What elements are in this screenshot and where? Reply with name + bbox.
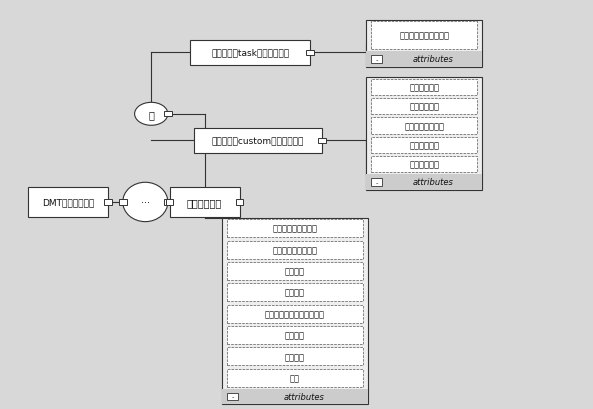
FancyBboxPatch shape (227, 326, 363, 344)
Text: -: - (375, 57, 378, 63)
FancyBboxPatch shape (164, 112, 172, 117)
Text: 内容文件顺序: 内容文件顺序 (409, 160, 439, 169)
FancyBboxPatch shape (366, 20, 482, 67)
Text: 内容文件相对路径: 内容文件相对路径 (404, 122, 444, 130)
FancyBboxPatch shape (227, 348, 363, 366)
FancyBboxPatch shape (318, 138, 326, 144)
FancyBboxPatch shape (371, 179, 382, 186)
FancyBboxPatch shape (366, 52, 482, 67)
Ellipse shape (123, 183, 168, 222)
Text: 右窗体布局相对路径: 右窗体布局相对路径 (273, 224, 317, 233)
FancyBboxPatch shape (227, 369, 363, 387)
FancyBboxPatch shape (227, 241, 363, 259)
Text: 左窗体布局相对路径: 左窗体布局相对路径 (273, 245, 317, 254)
FancyBboxPatch shape (164, 200, 172, 205)
FancyBboxPatch shape (227, 220, 363, 238)
Text: 内容类型为task时的内容信息: 内容类型为task时的内容信息 (211, 49, 289, 58)
FancyBboxPatch shape (170, 188, 240, 217)
FancyBboxPatch shape (371, 99, 477, 115)
Text: -: - (375, 180, 378, 185)
Text: 内容类型: 内容类型 (285, 267, 305, 276)
FancyBboxPatch shape (222, 218, 368, 404)
FancyBboxPatch shape (195, 128, 321, 154)
FancyBboxPatch shape (306, 50, 314, 56)
Text: 内容显示面板布局相对路径: 内容显示面板布局相对路径 (265, 310, 325, 319)
Text: attributes: attributes (283, 392, 324, 401)
FancyBboxPatch shape (366, 175, 482, 190)
FancyBboxPatch shape (165, 200, 173, 205)
FancyBboxPatch shape (227, 283, 363, 302)
FancyBboxPatch shape (104, 200, 112, 205)
Text: 内容文件类型: 内容文件类型 (409, 102, 439, 111)
FancyBboxPatch shape (235, 200, 243, 205)
FancyBboxPatch shape (227, 393, 238, 400)
FancyBboxPatch shape (190, 40, 310, 66)
Text: -: - (231, 393, 234, 399)
FancyBboxPatch shape (227, 305, 363, 323)
FancyBboxPatch shape (371, 22, 477, 50)
FancyBboxPatch shape (28, 188, 108, 217)
Text: 内容文件名称: 内容文件名称 (409, 141, 439, 150)
FancyBboxPatch shape (227, 262, 363, 280)
FancyBboxPatch shape (371, 56, 382, 63)
Text: 类型: 类型 (290, 373, 300, 382)
Text: 内容类型描述: 内容类型描述 (187, 198, 222, 207)
FancyBboxPatch shape (371, 79, 477, 95)
Text: attributes: attributes (413, 55, 454, 64)
Circle shape (135, 103, 168, 126)
Text: 信息编号: 信息编号 (285, 352, 305, 361)
Text: 内容窗体显示: 内容窗体显示 (409, 83, 439, 92)
Text: DMT内容信息列表: DMT内容信息列表 (42, 198, 94, 207)
FancyBboxPatch shape (366, 78, 482, 190)
FancyBboxPatch shape (371, 157, 477, 173)
FancyBboxPatch shape (371, 137, 477, 154)
Text: 择: 择 (148, 110, 154, 119)
Text: 内容名称: 内容名称 (285, 331, 305, 340)
FancyBboxPatch shape (222, 389, 368, 404)
FancyBboxPatch shape (119, 200, 126, 205)
Text: 内容类型为custom时的内容信息: 内容类型为custom时的内容信息 (212, 137, 304, 146)
Text: attributes: attributes (413, 178, 454, 187)
Text: 步骤模型相对路径信息: 步骤模型相对路径信息 (399, 32, 449, 40)
FancyBboxPatch shape (371, 118, 477, 134)
Text: 布局类型: 布局类型 (285, 288, 305, 297)
Text: ···: ··· (141, 198, 150, 207)
